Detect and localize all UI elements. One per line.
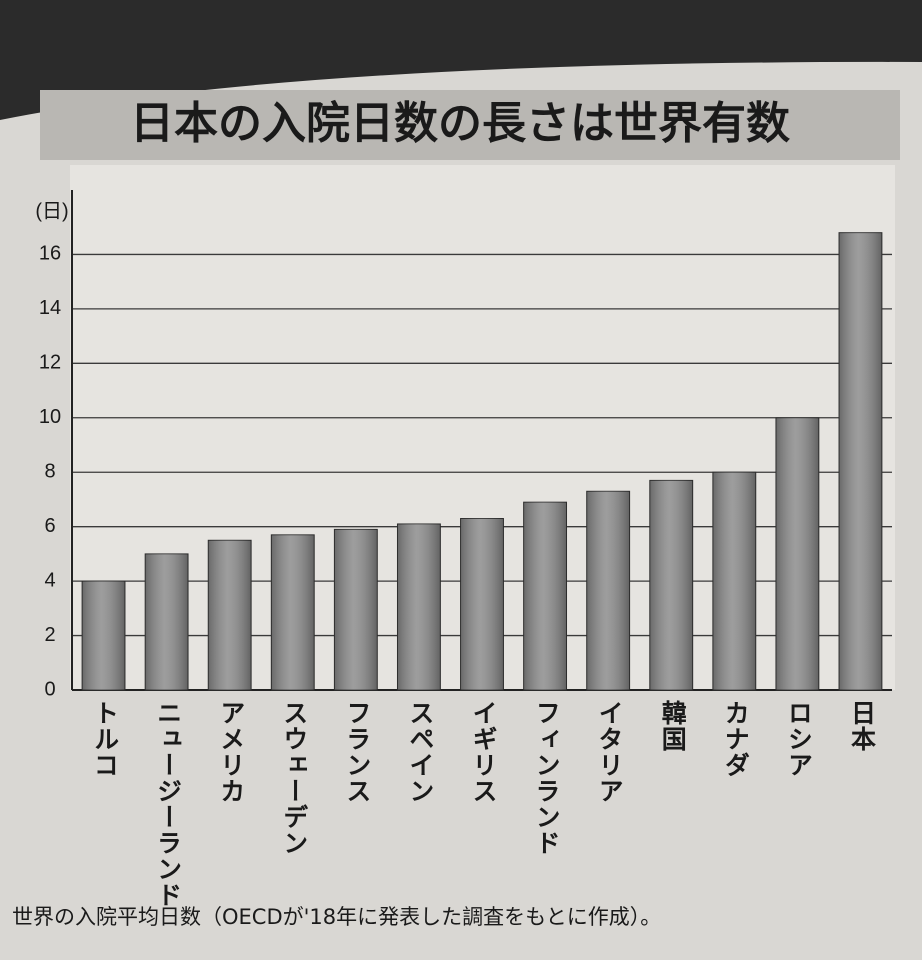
y-tick-label: 10 (39, 406, 61, 428)
x-tick-label: スウェーデン (280, 700, 309, 856)
x-tick-label: 日本 (847, 700, 876, 752)
bar-shade (208, 540, 252, 690)
y-tick-label: 4 (44, 569, 55, 591)
bar-shade (523, 502, 567, 690)
bar-shade (460, 518, 504, 690)
y-tick-label: 0 (44, 678, 55, 700)
y-axis-label: (日) (35, 200, 68, 222)
y-tick-label: 12 (39, 352, 61, 374)
x-tick-label: フランス (343, 700, 372, 804)
bar-shade (145, 553, 189, 690)
bar-shade (712, 472, 756, 690)
x-tick-label: アメリカ (217, 700, 246, 804)
x-tick-label: カナダ (721, 700, 750, 778)
x-tick-label: イギリス (469, 700, 498, 804)
bar-shade (839, 232, 882, 690)
bar-shade (649, 480, 693, 690)
caption: 世界の入院平均日数（OECDが'18年に発表した調査をもとに作成）。 (12, 905, 661, 929)
y-tick-label: 8 (44, 461, 55, 483)
chart-title: 日本の入院日数の長さは世界有数 (130, 98, 790, 149)
x-tick-label: トルコ (91, 700, 120, 778)
bar-shade (271, 534, 315, 690)
bar-shade (334, 529, 378, 690)
x-tick-label: フィンランド (532, 700, 561, 856)
x-tick-label: ニュージーランド (154, 700, 183, 908)
x-tick-label: イタリア (595, 700, 624, 804)
y-tick-label: 6 (44, 515, 55, 537)
y-tick-label: 16 (39, 243, 61, 265)
title-banner (40, 90, 900, 160)
bar-shade (586, 491, 630, 690)
y-tick-label: 2 (44, 624, 55, 646)
x-tick-label: ロシア (784, 700, 813, 778)
bar-shade (775, 417, 819, 690)
y-tick-label: 14 (39, 297, 61, 319)
x-tick-label: スペイン (406, 700, 435, 804)
bar-shade (397, 523, 441, 690)
x-tick-label: 韓国 (658, 700, 687, 752)
bar-shade (82, 581, 125, 690)
